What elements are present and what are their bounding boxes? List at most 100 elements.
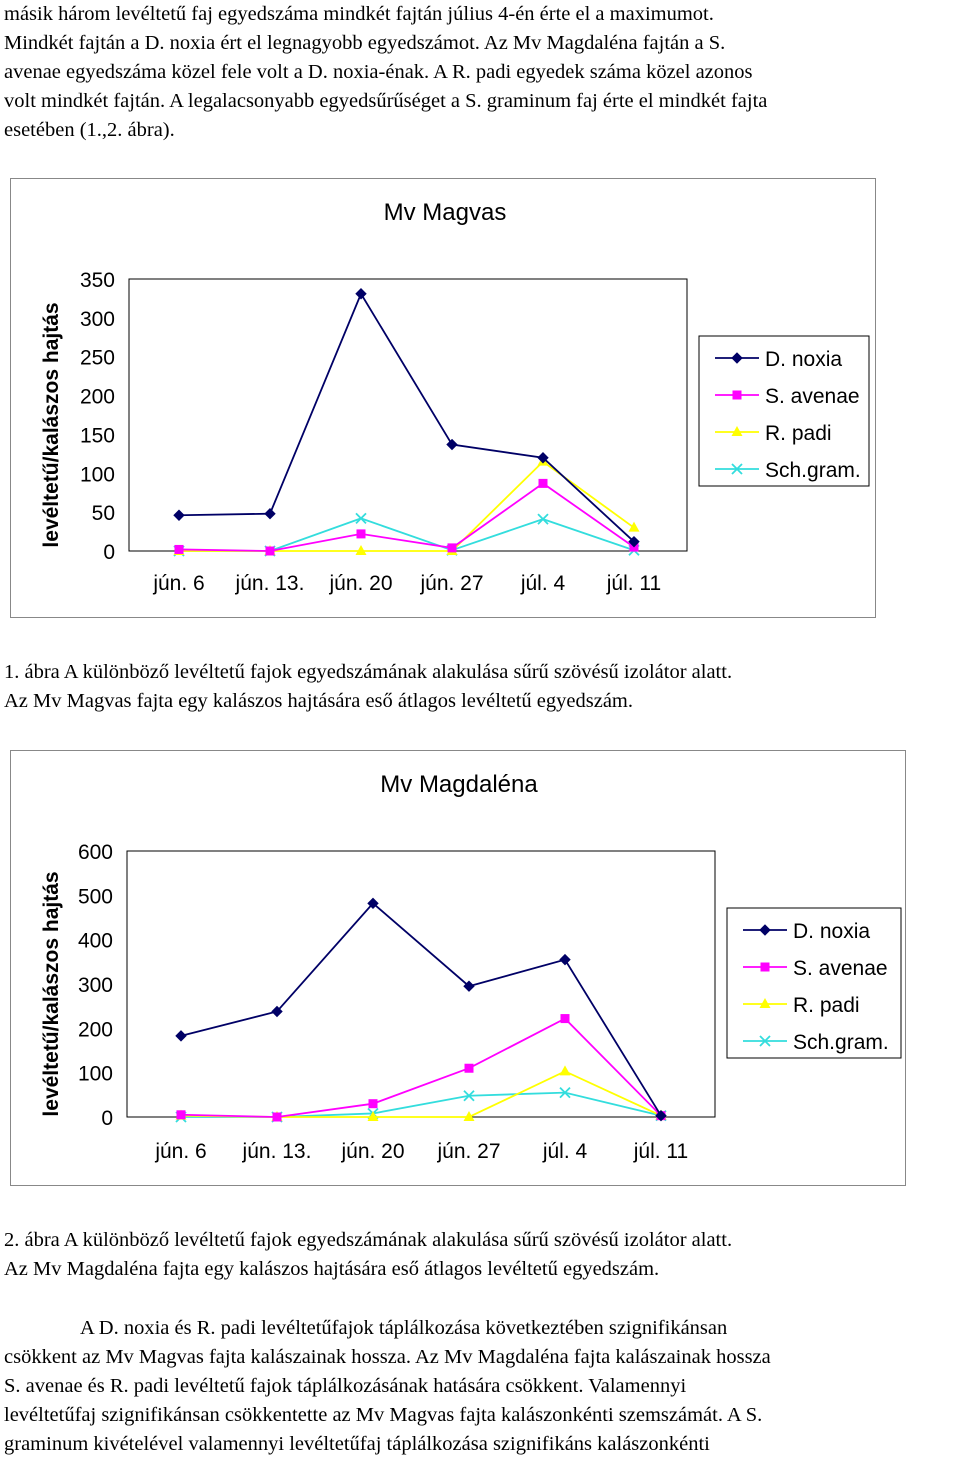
data-point bbox=[173, 509, 185, 521]
text-line: csökkent az Mv Magvas fajta kalászainak … bbox=[4, 1346, 771, 1368]
data-point bbox=[356, 529, 366, 539]
chart-2-svg: Mv Magdaléna levéltetű/kalászos hajtás 0 10… bbox=[40, 771, 902, 1163]
data-point bbox=[176, 1110, 186, 1120]
text-line: S. avenae és R. padi levéltetű fajok táp… bbox=[4, 1375, 687, 1397]
legend-marker bbox=[759, 998, 771, 1008]
plot-area bbox=[126, 850, 716, 1118]
legend-label: S. avenae bbox=[793, 957, 888, 980]
data-point bbox=[628, 521, 640, 532]
data-point bbox=[628, 535, 640, 548]
legend-label: S. avenae bbox=[765, 385, 860, 408]
legend-entry: Sch.gram. bbox=[743, 1031, 889, 1054]
x-tick-label: jún. 20 bbox=[340, 1140, 404, 1163]
plot-area bbox=[128, 278, 688, 552]
legend-entry: Sch.gram. bbox=[715, 459, 861, 482]
y-tick-label: 200 bbox=[78, 1018, 113, 1041]
chart-title: Mv Magdaléna bbox=[380, 771, 538, 798]
legend-entry: D. noxia bbox=[743, 920, 870, 943]
x-tick-label: jún. 13. bbox=[242, 1140, 312, 1163]
text-line: graminum kivételével valamennyi levéltet… bbox=[4, 1433, 710, 1455]
data-point bbox=[265, 546, 275, 556]
x-tick-label: jún. 6 bbox=[154, 1140, 206, 1163]
y-tick-label: 0 bbox=[103, 541, 115, 564]
y-tick-label: 100 bbox=[78, 1063, 113, 1086]
y-tick-label: 300 bbox=[78, 974, 113, 997]
intro-paragraph: másik három levéltetű faj egyedszáma min… bbox=[4, 0, 956, 145]
data-point bbox=[463, 980, 475, 992]
data-point bbox=[367, 897, 379, 910]
chart-title: Mv Magvas bbox=[384, 199, 507, 226]
y-tick-label: 50 bbox=[92, 502, 115, 525]
caption-line: Az Mv Magvas fajta egy kalászos hajtásár… bbox=[4, 690, 634, 712]
data-point bbox=[559, 1086, 571, 1099]
legend-entry: R. padi bbox=[743, 994, 860, 1017]
series-line bbox=[180, 902, 662, 1117]
data-point bbox=[537, 513, 549, 525]
x-tick-label: jún. 20 bbox=[328, 572, 392, 595]
data-point bbox=[538, 478, 548, 488]
chart-1-frame: Mv Magvas levéltetű/kalászos hajtás 0 50 100… bbox=[10, 178, 876, 618]
series-d-noxia bbox=[175, 897, 667, 1122]
y-tick-label: 100 bbox=[80, 463, 115, 486]
legend-label: Sch.gram. bbox=[793, 1031, 889, 1054]
legend-label: D. noxia bbox=[765, 348, 842, 371]
y-tick-label: 300 bbox=[80, 308, 115, 331]
legend-label: R. padi bbox=[765, 422, 832, 445]
y-tick-label: 0 bbox=[101, 1107, 113, 1130]
data-point bbox=[559, 1065, 571, 1076]
legend-entry: S. avenae bbox=[743, 957, 888, 980]
figure-2-caption: 2. ábra A különböző levéltetű fajok egye… bbox=[4, 1226, 956, 1284]
text-line: A D. noxia és R. padi levéltetűfajok táp… bbox=[80, 1317, 728, 1339]
legend-entry: R. padi bbox=[715, 422, 832, 445]
y-tick-label: 200 bbox=[80, 386, 115, 409]
legend-marker bbox=[760, 962, 770, 972]
series-line bbox=[178, 291, 635, 543]
data-point bbox=[355, 512, 367, 524]
legend bbox=[698, 335, 870, 487]
y-tick-label: 500 bbox=[78, 885, 113, 908]
series-d-noxia bbox=[173, 288, 640, 548]
x-tick-label: jún. 27 bbox=[419, 572, 483, 595]
data-point bbox=[446, 438, 458, 451]
legend-marker bbox=[731, 463, 743, 475]
chart-2-frame: Mv Magdaléna levéltetű/kalászos hajtás 0 10… bbox=[10, 750, 906, 1186]
data-point bbox=[560, 1014, 570, 1024]
data-point bbox=[355, 288, 367, 300]
text-line: levéltetűfaj szignifikánsan csökkentette… bbox=[4, 1404, 763, 1426]
x-tick-label: júl. 11 bbox=[633, 1140, 688, 1163]
data-point bbox=[463, 1111, 475, 1121]
legend-marker bbox=[731, 352, 743, 364]
data-point bbox=[367, 1111, 379, 1121]
text-line: esetében (1.,2. ábra). bbox=[4, 119, 175, 141]
data-point bbox=[655, 1109, 667, 1122]
series-line bbox=[180, 1017, 662, 1118]
y-tick-label: 600 bbox=[78, 841, 113, 864]
legend-entry: S. avenae bbox=[715, 385, 860, 408]
y-tick-label: 250 bbox=[80, 347, 115, 370]
legend-marker bbox=[731, 426, 743, 436]
caption-line: 1. ábra A különböző levéltetű fajok egye… bbox=[4, 661, 733, 683]
text-line: másik három levéltetű faj egyedszáma min… bbox=[4, 3, 714, 25]
data-point bbox=[464, 1063, 474, 1073]
legend-entry: D. noxia bbox=[715, 348, 842, 371]
x-tick-label: jún. 6 bbox=[152, 572, 204, 595]
caption-line: 2. ábra A különböző levéltetű fajok egye… bbox=[4, 1229, 733, 1251]
legend-label: D. noxia bbox=[793, 920, 870, 943]
text-line: Mindkét fajtán a D. noxia ért el legnagy… bbox=[4, 32, 726, 54]
data-point bbox=[355, 545, 367, 555]
legend-marker bbox=[732, 390, 742, 400]
data-point bbox=[559, 953, 571, 966]
text-line: volt mindkét fajtán. A legalacsonyabb eg… bbox=[4, 90, 768, 112]
series-line bbox=[178, 482, 635, 552]
figure-1-caption: 1. ábra A különböző levéltetű fajok egye… bbox=[4, 658, 956, 716]
y-axis-label: levéltetű/kalászos hajtás bbox=[40, 302, 63, 547]
y-axis-label: levéltetű/kalászos hajtás bbox=[40, 871, 63, 1116]
data-point bbox=[368, 1099, 378, 1109]
caption-line: Az Mv Magdaléna fajta egy kalászos hajtá… bbox=[4, 1258, 660, 1280]
chart-1-svg: Mv Magvas levéltetű/kalászos hajtás 0 50 100… bbox=[40, 199, 870, 595]
x-tick-label: júl. 4 bbox=[520, 572, 566, 595]
data-point bbox=[537, 452, 549, 464]
x-tick-label: jún. 27 bbox=[436, 1140, 500, 1163]
data-point bbox=[447, 543, 457, 553]
x-tick-label: jún. 13. bbox=[235, 572, 305, 595]
